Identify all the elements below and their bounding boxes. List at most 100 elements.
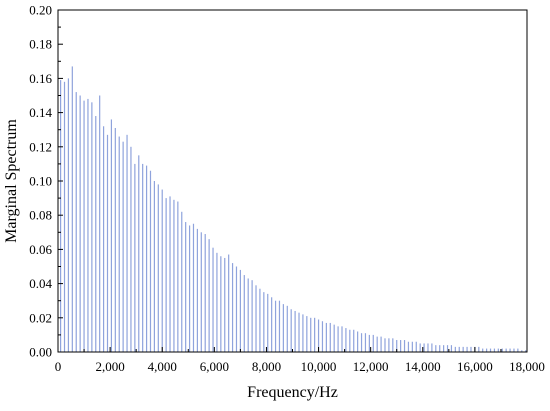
- y-axis-ticks: 0.00 0.02 0.04 0.06 0.08 0.10 0.12 0.14 0.16 0.18…: [29, 3, 63, 360]
- bar: [87, 98, 89, 352]
- bar: [224, 257, 226, 352]
- bar: [501, 348, 503, 352]
- bar: [357, 331, 359, 352]
- bar: [294, 310, 296, 352]
- bar: [286, 305, 288, 352]
- bar: [208, 239, 210, 352]
- bar: [458, 346, 460, 352]
- y-tick-label: 0.14: [29, 105, 52, 120]
- bar: [376, 336, 378, 352]
- bar: [75, 92, 77, 352]
- bar: [204, 234, 206, 352]
- bar: [462, 346, 464, 352]
- bar: [317, 319, 320, 352]
- y-tick-label: 0.08: [29, 208, 52, 223]
- y-tick-label: 0.02: [29, 310, 52, 325]
- bar: [267, 293, 269, 352]
- bar: [79, 95, 81, 352]
- bar: [177, 201, 179, 352]
- bar: [212, 247, 214, 352]
- bar: [493, 348, 496, 352]
- bar: [271, 297, 273, 352]
- bar: [443, 345, 445, 352]
- x-tick-label: 0: [55, 359, 62, 374]
- bar: [255, 285, 257, 352]
- bar: [228, 254, 230, 352]
- bar: [454, 346, 456, 352]
- x-tick-label: 2,000: [95, 359, 124, 374]
- bar: [142, 163, 144, 352]
- bar: [329, 322, 331, 352]
- bar: [138, 155, 140, 352]
- bar: [161, 189, 163, 352]
- y-axis-title: Marginal Spectrum: [3, 119, 20, 243]
- bar: [360, 333, 363, 352]
- bar: [521, 350, 523, 352]
- y-tick-label: 0.16: [29, 71, 52, 86]
- y-tick-label: 0.06: [29, 242, 52, 257]
- y-tick-label: 0.18: [29, 37, 52, 52]
- bar: [185, 222, 187, 352]
- bar: [134, 163, 136, 352]
- bar: [415, 341, 417, 352]
- bar: [380, 336, 382, 352]
- bar: [450, 345, 453, 352]
- bar: [489, 348, 492, 352]
- bar: [60, 80, 62, 353]
- bar: [91, 102, 93, 352]
- bar: [298, 312, 300, 352]
- y-tick-label: 0.00: [29, 345, 52, 360]
- bar: [153, 181, 155, 352]
- bar: [165, 198, 167, 352]
- bar: [231, 263, 234, 352]
- bar: [263, 292, 265, 352]
- bar: [431, 343, 433, 352]
- bar: [239, 269, 241, 352]
- y-tick-label: 0.20: [29, 3, 52, 18]
- bar: [446, 345, 449, 352]
- bar: [517, 348, 519, 352]
- bar: [400, 340, 402, 352]
- bar: [423, 343, 425, 352]
- bar: [290, 309, 292, 352]
- bar: [71, 66, 73, 353]
- bar-series: [60, 66, 527, 353]
- bar: [302, 314, 304, 352]
- x-tick-label: 6,000: [200, 359, 229, 374]
- bar: [419, 343, 421, 352]
- bar: [259, 288, 261, 352]
- bar: [364, 333, 367, 352]
- bar: [349, 329, 351, 352]
- bar: [466, 346, 468, 352]
- bar: [321, 321, 324, 352]
- x-axis-ticks: 0 2,000 4,000 6,000 8,000 10,000 12,000 14,000 1…: [55, 347, 545, 374]
- bar: [333, 324, 335, 352]
- y-tick-label: 0.12: [29, 139, 52, 154]
- x-tick-label: 8,000: [252, 359, 281, 374]
- x-tick-label: 16,000: [457, 359, 493, 374]
- bar: [196, 228, 198, 352]
- bar: [497, 348, 499, 352]
- bar: [310, 317, 312, 352]
- bar: [95, 116, 97, 353]
- bar: [525, 350, 527, 352]
- bar: [282, 304, 284, 352]
- bar: [216, 252, 218, 352]
- bar: [435, 345, 437, 352]
- bar: [220, 256, 222, 352]
- x-tick-label: 14,000: [405, 359, 441, 374]
- bar: [102, 126, 105, 352]
- bar: [145, 165, 148, 352]
- bar: [192, 223, 195, 352]
- y-tick-label: 0.10: [29, 174, 52, 189]
- bar: [411, 341, 413, 352]
- bar: [403, 340, 406, 352]
- bar: [427, 343, 429, 352]
- bar: [274, 300, 277, 352]
- plot-frame: [57, 9, 528, 353]
- bar: [470, 346, 472, 352]
- bar: [384, 338, 386, 352]
- bar: [314, 317, 316, 352]
- bar: [407, 341, 410, 352]
